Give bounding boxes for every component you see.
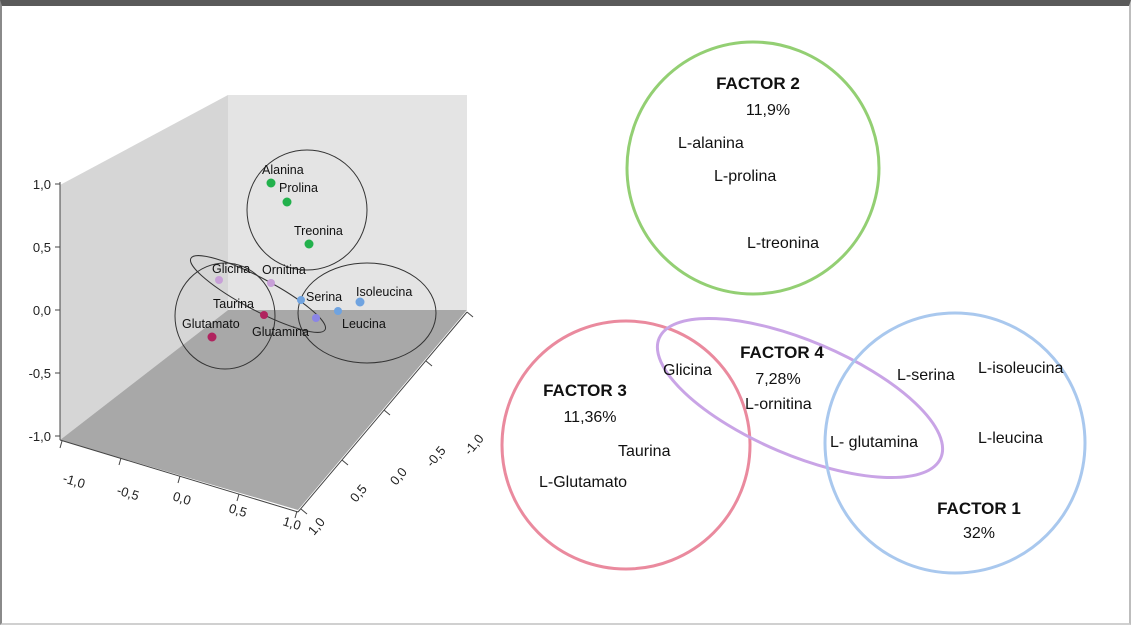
front-right-tick-label: -0,5 (423, 443, 449, 470)
front-left-tick-label: -1,0 (61, 471, 87, 492)
cluster-outline-green (246, 149, 368, 271)
point-taurina (260, 311, 268, 319)
factor-1-member: L-serina (897, 367, 955, 384)
point-label-leucina: Leucina (342, 317, 386, 331)
factor-4-member: L-ornitina (745, 396, 812, 413)
factor-2-circle (625, 40, 881, 296)
factor-3-member: L-Glutamato (539, 474, 627, 491)
point-label-taurina: Taurina (213, 297, 254, 311)
vertical-tick-label: -1,0 (29, 429, 51, 444)
front-right-tick-mark (466, 311, 474, 318)
point-glutamina (312, 314, 320, 322)
front-left-axis (59, 439, 299, 513)
point-treonina (304, 239, 314, 249)
front-left-tick-label: -0,5 (115, 483, 141, 504)
front-right-tick-mark (425, 360, 433, 367)
factor-2-member: L-treonina (747, 235, 819, 252)
front-left-tick-mark (59, 440, 63, 449)
shared-member: L- glutamina (830, 434, 918, 451)
front-left-tick-label: 0,5 (227, 501, 249, 521)
factor-2-title: FACTOR 2 (716, 74, 800, 93)
point-labels: Alanina Prolina Treonina Glicina Ornitin… (182, 163, 412, 339)
front-right-tick-label: 0,0 (387, 464, 410, 487)
front-left-tick-label: 0,0 (171, 489, 193, 509)
front-right-tick-label: 0,5 (347, 481, 370, 504)
front-right-tick-label: -1,0 (461, 431, 487, 458)
front-left-tick-mark (236, 493, 240, 502)
cluster-outline-blue (297, 262, 437, 364)
factor-3-title: FACTOR 3 (543, 381, 627, 400)
point-isoleucina (355, 297, 365, 307)
front-right-tick-mark (341, 459, 349, 466)
factor-3-member: Taurina (618, 443, 671, 460)
front-left-tick-label: 1,0 (281, 514, 303, 534)
point-label-glutamato: Glutamato (182, 317, 240, 331)
vertical-tick-label: -0,5 (29, 366, 51, 381)
front-left-tick-mark (118, 457, 122, 466)
front-left-ticks: -1,0 -0,5 0,0 0,5 1,0 (59, 440, 303, 534)
point-prolina (282, 197, 292, 207)
point-label-treonina: Treonina (294, 224, 343, 238)
front-right-tick-mark (383, 409, 391, 416)
cube-left-wall (60, 95, 228, 440)
point-label-isoleucina: Isoleucina (356, 285, 412, 299)
point-label-serina: Serina (306, 290, 342, 304)
factor-4-percent: 7,28% (755, 371, 800, 388)
vertical-tick-label: 1,0 (33, 177, 51, 192)
factor-1-title: FACTOR 1 (937, 499, 1021, 518)
factor-1-member: L-isoleucina (978, 360, 1063, 377)
factor-2-member: L-prolina (714, 168, 776, 185)
point-label-ornitina: Ornitina (262, 263, 306, 277)
factor-4-member: Glicina (663, 362, 712, 379)
point-label-glicina: Glicina (212, 262, 250, 276)
vertical-tick-label: 0,0 (33, 303, 51, 318)
point-alanina (266, 178, 276, 188)
point-glutamato (207, 332, 217, 342)
point-ornitina (267, 279, 275, 287)
front-right-axis (297, 311, 468, 513)
front-left-tick-mark (177, 475, 181, 484)
cluster-outline-glutamina (189, 255, 327, 333)
front-right-tick-label: 1,0 (305, 514, 328, 537)
venn-diagram: FACTOR 2 11,9% L-alanina L-prolina L-tre… (500, 40, 1087, 575)
vertical-ticks: 1,0 0,5 0,0 -0,5 -1,0 (29, 177, 60, 444)
scatter-3d: 1,0 0,5 0,0 -0,5 -1,0 -1,0 -0,5 0,0 0,5 … (29, 95, 487, 538)
factor-1-percent: 32% (963, 525, 995, 542)
point-label-glutamina: Glutamina (252, 325, 309, 339)
point-label-prolina: Prolina (279, 181, 318, 195)
factor-3-percent: 11,36% (563, 409, 616, 426)
vertical-tick-label: 0,5 (33, 240, 51, 255)
factor-2-member: L-alanina (678, 135, 744, 152)
cube-back-wall (228, 95, 467, 310)
factor-4-ellipse (655, 316, 945, 480)
point-label-alanina: Alanina (262, 163, 304, 177)
front-right-tick-mark (300, 508, 308, 515)
front-left-tick-mark (294, 510, 298, 519)
factor-4-title: FACTOR 4 (740, 343, 824, 362)
cluster-outline-magenta (174, 262, 276, 370)
factor-1-circle (823, 311, 1087, 575)
point-glicina (215, 276, 223, 284)
scatter-points (207, 178, 365, 342)
point-leucina (334, 307, 342, 315)
factor-2-percent: 11,9% (746, 102, 790, 119)
cube-floor (60, 310, 467, 510)
factor-1-member: L-leucina (978, 430, 1043, 447)
point-serina (297, 296, 305, 304)
factor-3-circle (500, 319, 752, 571)
